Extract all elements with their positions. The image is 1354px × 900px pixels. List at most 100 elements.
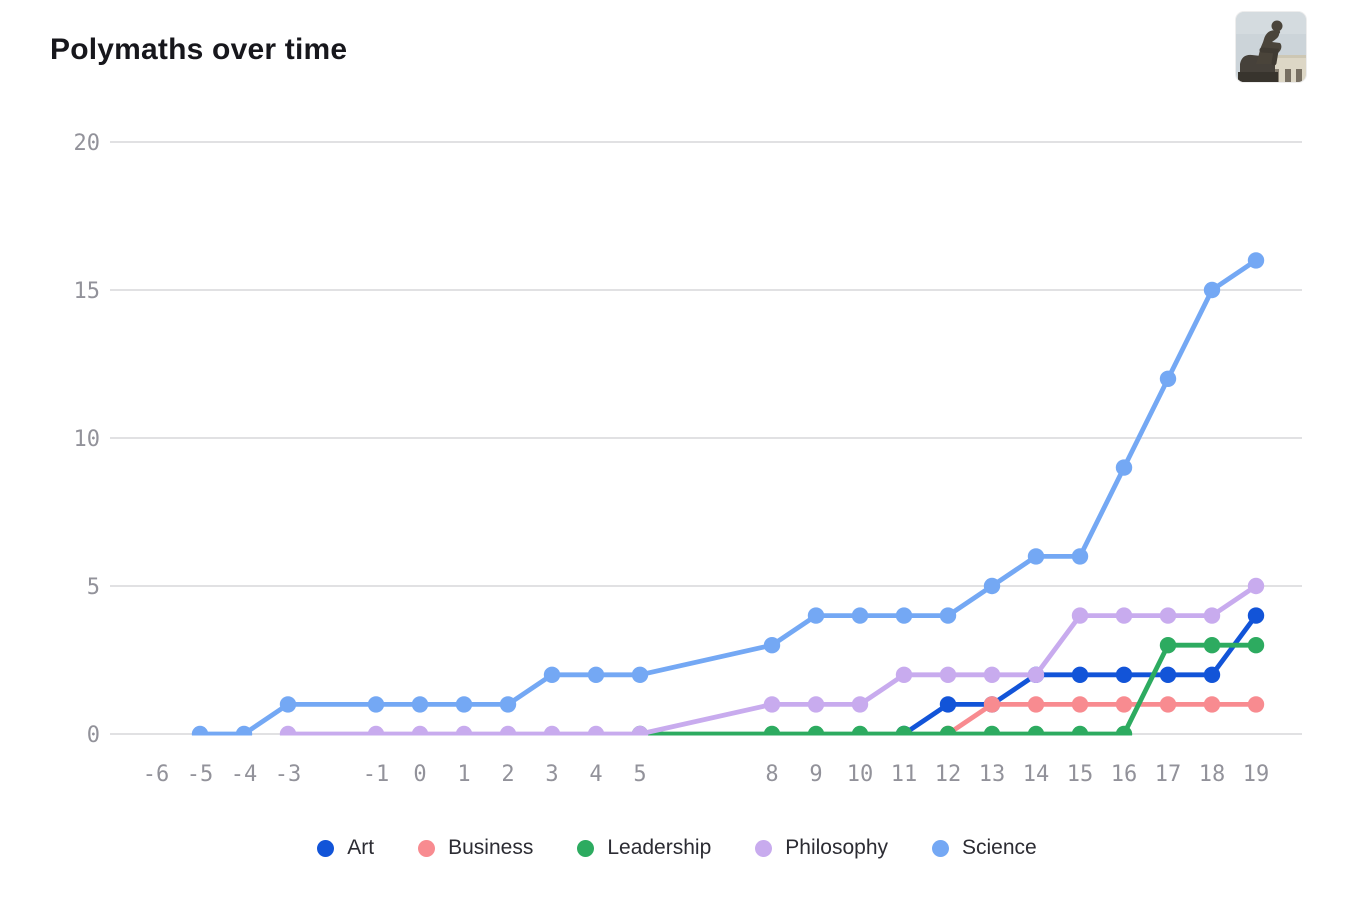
y-tick-label: 5 <box>87 575 100 600</box>
x-tick-label: 10 <box>847 762 874 787</box>
data-point-philosophy <box>1071 607 1089 624</box>
data-point-philosophy <box>763 696 781 713</box>
data-point-science <box>1115 459 1133 476</box>
legend-label: Science <box>962 836 1037 859</box>
x-tick-label: 13 <box>979 762 1006 787</box>
x-tick-label: 11 <box>891 762 918 787</box>
data-point-art <box>1247 607 1265 624</box>
x-tick-label: 15 <box>1067 762 1094 787</box>
data-point-science <box>1247 252 1265 269</box>
chart-legend: Art Business Leadership Philosophy Science <box>0 836 1354 860</box>
x-tick-label: -1 <box>363 762 390 787</box>
data-point-philosophy <box>499 725 517 736</box>
data-point-science <box>1203 281 1221 299</box>
data-point-science <box>543 666 561 683</box>
x-tick-label: -4 <box>231 762 258 787</box>
legend-label: Philosophy <box>785 836 888 859</box>
legend-item-business: Business <box>418 836 533 860</box>
data-point-leadership <box>1247 637 1265 654</box>
data-point-philosophy <box>1159 607 1177 624</box>
x-tick-label: 3 <box>545 762 558 787</box>
y-tick-label: 15 <box>74 279 101 304</box>
data-point-art <box>1159 666 1177 683</box>
data-point-science <box>851 607 869 624</box>
data-series <box>191 252 1265 736</box>
thinker-statue-illustration <box>1236 12 1306 82</box>
data-point-science <box>411 696 429 713</box>
data-point-art <box>1115 666 1133 683</box>
data-point-philosophy <box>543 725 561 736</box>
data-point-science <box>807 607 825 624</box>
data-point-leadership <box>895 725 913 736</box>
legend-label: Art <box>347 836 375 859</box>
data-point-science <box>895 607 913 624</box>
legend-label: Business <box>448 836 534 859</box>
data-point-philosophy <box>807 696 825 713</box>
legend-dot-business <box>418 839 436 857</box>
data-point-leadership <box>939 725 957 736</box>
x-tick-label: -6 <box>143 762 170 787</box>
data-point-philosophy <box>411 725 429 736</box>
x-tick-label: 5 <box>633 762 646 787</box>
y-tick-label: 20 <box>74 131 101 156</box>
data-point-business <box>1159 696 1177 713</box>
data-point-leadership <box>851 725 869 736</box>
data-point-science <box>191 725 209 736</box>
data-point-philosophy <box>455 725 473 736</box>
data-point-science <box>631 666 649 683</box>
x-tick-label: 17 <box>1155 762 1182 787</box>
legend-item-art: Art <box>317 836 374 860</box>
data-point-science <box>499 696 517 713</box>
x-tick-label: 18 <box>1199 762 1226 787</box>
data-point-business <box>983 696 1001 713</box>
data-point-science <box>939 607 957 624</box>
legend-dot-art <box>317 839 335 857</box>
data-point-leadership <box>983 725 1001 736</box>
legend-dot-science <box>932 839 949 857</box>
legend-item-leadership: Leadership <box>577 836 711 860</box>
x-tick-label: -3 <box>275 762 302 787</box>
x-tick-label: 14 <box>1023 762 1050 787</box>
data-point-philosophy <box>1203 607 1221 624</box>
legend-item-philosophy: Philosophy <box>755 836 888 860</box>
chart-title: Polymaths over time <box>50 33 348 66</box>
data-point-philosophy <box>939 666 957 683</box>
x-tick-label: 12 <box>935 762 962 787</box>
data-point-science <box>763 637 781 654</box>
y-tick-label: 0 <box>87 723 100 748</box>
y-tick-label: 10 <box>74 427 101 452</box>
data-point-philosophy <box>851 696 869 713</box>
x-tick-label: 9 <box>809 762 822 787</box>
data-point-leadership <box>1159 637 1177 654</box>
data-point-science <box>1027 548 1045 565</box>
data-point-science <box>1071 548 1089 565</box>
data-point-leadership <box>1115 725 1133 736</box>
legend-item-science: Science <box>932 836 1037 860</box>
data-point-science <box>1159 370 1177 387</box>
data-point-art <box>1203 666 1221 683</box>
data-point-business <box>1203 696 1221 713</box>
data-point-business <box>1247 696 1265 713</box>
data-point-philosophy <box>367 725 385 736</box>
data-point-science <box>279 696 297 713</box>
data-point-philosophy <box>587 725 605 736</box>
data-point-philosophy <box>895 666 913 683</box>
legend-dot-philosophy <box>755 839 773 857</box>
series-line-science <box>197 258 1259 736</box>
data-point-philosophy <box>983 666 1001 683</box>
data-point-science <box>235 725 253 736</box>
x-tick-label: 0 <box>413 762 426 787</box>
x-tick-label: 16 <box>1111 762 1138 787</box>
data-point-art <box>1071 666 1089 683</box>
thinker-statue-photo <box>1236 12 1306 82</box>
data-point-leadership <box>763 725 781 736</box>
x-tick-label: 4 <box>589 762 602 787</box>
data-point-business <box>1115 696 1133 713</box>
gridlines <box>110 141 1302 735</box>
data-point-business <box>1071 696 1089 713</box>
data-point-science <box>455 696 473 713</box>
data-point-leadership <box>1203 637 1221 654</box>
data-point-science <box>587 666 605 683</box>
x-tick-label: 8 <box>765 762 778 787</box>
